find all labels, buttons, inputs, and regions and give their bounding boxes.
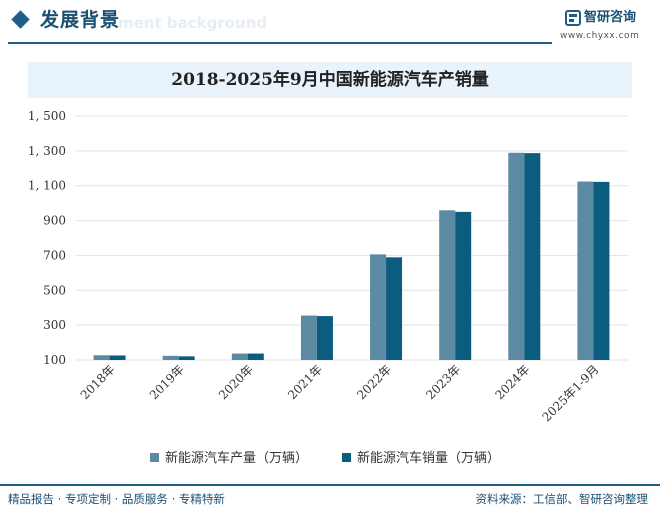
- bar-sales: [386, 257, 403, 360]
- bar-production: [370, 254, 387, 360]
- bar-production: [508, 152, 525, 360]
- x-tick-label: 2024年: [492, 362, 532, 402]
- chart-legend: 新能源汽车产量（万辆） 新能源汽车销量（万辆）: [0, 449, 660, 469]
- header-ghost-text: ment background: [118, 14, 268, 32]
- bar-sales: [178, 356, 195, 360]
- header-divider: [8, 42, 552, 44]
- footer: 精品报告 · 专项定制 · 品质服务 · 专精特新 资料来源：工信部、智研咨询整…: [0, 484, 660, 510]
- legend-item-sales: 新能源汽车销量（万辆）: [342, 449, 500, 469]
- page-title: 发展背景: [40, 9, 121, 31]
- logo-url: www.chyxx.com: [560, 31, 640, 41]
- logo-icon: [565, 10, 581, 26]
- legend-swatch-sales: [342, 453, 351, 462]
- bar-production: [162, 355, 179, 360]
- chart-title: 2018-2025年9月中国新能源汽车产销量: [171, 70, 489, 90]
- x-tick-label: 2022年: [354, 362, 394, 402]
- y-tick-label: 700: [43, 248, 66, 262]
- footer-slogan: 精品报告 · 专项定制 · 品质服务 · 专精特新: [8, 492, 225, 506]
- legend-label-sales: 新能源汽车销量（万辆）: [357, 451, 501, 466]
- logo-name: 智研咨询: [584, 10, 637, 25]
- x-tick-label: 2021年: [285, 362, 325, 402]
- y-tick-label: 1, 100: [28, 179, 66, 193]
- bar-production: [93, 355, 110, 360]
- bar-production: [300, 315, 317, 360]
- bar-production: [231, 353, 248, 360]
- y-tick-label: 500: [43, 283, 66, 297]
- y-tick-label: 1, 300: [28, 144, 66, 158]
- y-tick-label: 900: [43, 214, 66, 228]
- bar-sales: [316, 316, 333, 360]
- y-tick-label: 1, 500: [28, 109, 66, 123]
- y-tick-label: 300: [43, 318, 66, 332]
- footer-source: 资料来源：工信部、智研咨询整理: [475, 492, 649, 506]
- x-tick-label: 2019年: [147, 362, 187, 402]
- legend-swatch-production: [150, 453, 159, 462]
- bar-sales: [247, 353, 264, 360]
- x-tick-label: 2023年: [423, 362, 463, 402]
- legend-label-production: 新能源汽车产量（万辆）: [165, 451, 309, 466]
- bar-sales: [524, 153, 541, 360]
- header: ment background 发展背景 智研咨询 www.chyxx.com: [0, 0, 660, 46]
- bar-production: [439, 210, 456, 360]
- x-tick-label: 2025年1-9月: [539, 362, 601, 424]
- y-tick-label: 100: [43, 353, 66, 367]
- x-tick-label: 2018年: [78, 362, 118, 402]
- diamond-icon: [11, 10, 30, 29]
- bar-sales: [455, 211, 472, 360]
- legend-item-production: 新能源汽车产量（万辆）: [150, 449, 308, 469]
- bar-chart: 1, 500 1, 300 1, 100 900 700 500 300 100 2018年 20…: [28, 109, 628, 424]
- chart-title-band: 2018-2025年9月中国新能源汽车产销量: [28, 62, 632, 98]
- bar-sales: [109, 355, 126, 360]
- bar-production: [577, 181, 594, 360]
- bar-sales: [593, 181, 610, 360]
- footer-divider: [0, 484, 660, 486]
- x-tick-label: 2020年: [216, 362, 256, 402]
